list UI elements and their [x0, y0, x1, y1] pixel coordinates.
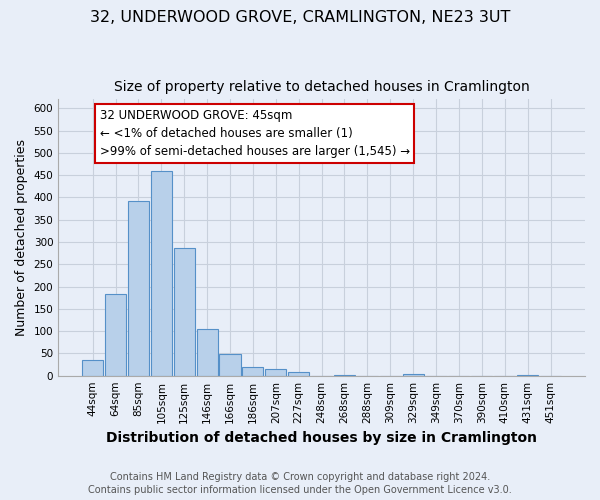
Bar: [220, 354, 241, 376]
Bar: [403, 374, 424, 376]
Bar: [105, 294, 126, 376]
Bar: [242, 367, 263, 376]
Bar: [82, 360, 103, 376]
X-axis label: Distribution of detached houses by size in Cramlington: Distribution of detached houses by size …: [106, 431, 537, 445]
Text: 32 UNDERWOOD GROVE: 45sqm
← <1% of detached houses are smaller (1)
>99% of semi-: 32 UNDERWOOD GROVE: 45sqm ← <1% of detac…: [100, 109, 410, 158]
Title: Size of property relative to detached houses in Cramlington: Size of property relative to detached ho…: [114, 80, 529, 94]
Bar: [334, 375, 355, 376]
Bar: [128, 200, 149, 376]
Bar: [197, 329, 218, 376]
Bar: [265, 369, 286, 376]
Text: Contains HM Land Registry data © Crown copyright and database right 2024.
Contai: Contains HM Land Registry data © Crown c…: [88, 472, 512, 495]
Bar: [517, 375, 538, 376]
Text: 32, UNDERWOOD GROVE, CRAMLINGTON, NE23 3UT: 32, UNDERWOOD GROVE, CRAMLINGTON, NE23 3…: [90, 10, 510, 25]
Bar: [151, 170, 172, 376]
Y-axis label: Number of detached properties: Number of detached properties: [15, 139, 28, 336]
Bar: [288, 372, 309, 376]
Bar: [173, 248, 195, 376]
